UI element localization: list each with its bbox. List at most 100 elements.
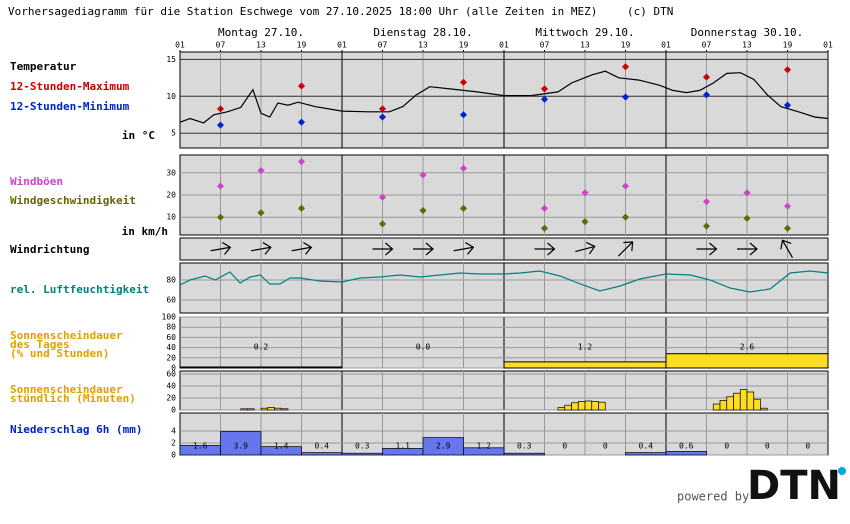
hour-label: 07 [540, 41, 550, 50]
hour-label: 01 [823, 41, 833, 50]
speed-legend: Windgeschwindigkeit [10, 194, 136, 207]
precip-bar [503, 452, 545, 456]
sun-hour-bar [726, 396, 734, 411]
sun-day-bar [179, 366, 343, 369]
y-tick-label: 100 [162, 313, 177, 322]
point [783, 202, 792, 210]
point [459, 164, 468, 172]
wind-arrow [251, 242, 272, 255]
wind-arrow [696, 242, 718, 256]
point [297, 118, 306, 126]
sun-day-bar [665, 353, 829, 369]
hour-label: 07 [216, 41, 226, 50]
precip-label: 0 [765, 442, 770, 451]
sun-hours: 2.6 [740, 343, 755, 352]
hour-label: 01 [175, 41, 185, 50]
precip-bar [220, 431, 262, 456]
y-tick-label: 4 [171, 427, 176, 436]
temp-label: Temperatur [10, 60, 77, 73]
sun-hour-bar [577, 401, 586, 411]
max-legend: 12-Stunden-Maximum [10, 80, 130, 93]
sun-hour-bar [247, 408, 255, 411]
precip-bar [260, 446, 302, 456]
hour-label: 13 [256, 41, 266, 50]
hour-label: 01 [337, 41, 347, 50]
precip-label: 2.9 [436, 442, 451, 451]
y-tick-label: 0 [171, 451, 176, 460]
precip-label: 0 [724, 442, 729, 451]
point [743, 214, 751, 222]
hour-label: 13 [742, 41, 752, 50]
hour-label: 19 [459, 41, 469, 50]
point [378, 113, 387, 121]
hour-label: 13 [580, 41, 590, 50]
point [378, 105, 387, 113]
sun-hour-bar [564, 404, 572, 411]
sun-hour-bar [280, 408, 289, 411]
point [702, 91, 711, 99]
sun-label: Sonnenscheindauer [10, 329, 123, 342]
wind-arrow [291, 242, 313, 255]
precip-label: Niederschlag 6h (mm) [10, 423, 142, 436]
precip-label: 0.4 [639, 442, 654, 451]
y-tick-label: 20 [166, 191, 176, 200]
sun-hour-bar [274, 407, 282, 411]
wind-arrow [780, 239, 794, 258]
hour-label: 13 [418, 41, 428, 50]
sun-hour-bar [753, 398, 761, 411]
sun-day-bar [503, 361, 667, 369]
day-label: Montag 27.10. [218, 26, 304, 39]
y-tick-label: 40 [166, 382, 176, 391]
sun-label: (% und Stunden) [10, 347, 109, 360]
precip-label: 0.4 [315, 442, 330, 451]
point [459, 204, 468, 212]
precip-label: 1.6 [193, 442, 208, 451]
point [540, 85, 549, 93]
precip-bar [463, 447, 505, 456]
y-tick-label: 60 [166, 370, 176, 379]
sun-hour-bar [739, 389, 748, 411]
sun-hour-bar [712, 403, 721, 411]
point [419, 171, 427, 179]
sun-hour-bar [598, 401, 606, 411]
credit: (c) DTN [627, 5, 673, 18]
sun-hour-bar [591, 401, 599, 411]
precip-bar [422, 437, 464, 456]
y-tick-label: 10 [166, 213, 176, 222]
sun-hour-bar [733, 392, 741, 411]
precip-label: 1.4 [274, 442, 289, 451]
y-tick-label: 60 [166, 296, 176, 305]
point [216, 182, 225, 190]
point [702, 198, 711, 206]
precip-label: 0 [562, 442, 567, 451]
sun-hour-bar [571, 402, 579, 411]
point [581, 218, 589, 226]
precip-bar [665, 451, 707, 456]
y-tick-label: 40 [166, 343, 176, 352]
wind-arrow [618, 241, 634, 257]
hour-label: 19 [297, 41, 307, 50]
y-tick-label: 80 [166, 323, 176, 332]
precip-label: 0.3 [517, 442, 532, 451]
hour-label: 07 [702, 41, 712, 50]
sun-hour-bar [760, 407, 768, 411]
y-tick-label: 2 [171, 439, 176, 448]
min-legend: 12-Stunden-Minimum [10, 100, 130, 113]
precip-bar [341, 452, 383, 456]
point [378, 220, 387, 228]
sun-hour-bar [240, 408, 248, 411]
point [540, 224, 549, 232]
y-tick-label: 80 [166, 276, 176, 285]
point [216, 105, 225, 113]
wind-arrow [210, 242, 232, 255]
temp-unit: in °C [122, 129, 155, 142]
point [459, 78, 468, 86]
logo: DTN [747, 463, 841, 509]
y-tick-label: 60 [166, 333, 176, 342]
day-label: Dienstag 28.10. [373, 26, 472, 39]
precip-bar [625, 452, 667, 456]
point [783, 224, 792, 232]
point [257, 209, 265, 217]
y-tick-label: 20 [166, 353, 176, 362]
